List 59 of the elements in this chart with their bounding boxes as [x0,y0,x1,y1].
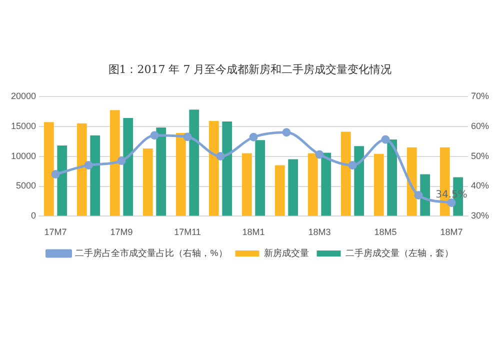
bar [255,140,266,216]
bar [57,146,68,216]
legend-label: 二手房成交量（左轴，套） [345,248,454,258]
bar [420,174,430,216]
bar [374,154,384,216]
point [447,198,456,207]
point [414,190,423,200]
y-tick-label: 5000 [16,180,36,191]
x-tick-label: 18M5 [374,227,397,238]
point [183,132,192,142]
bar [110,110,120,216]
x-tick-label: 17M9 [110,227,133,238]
bar [123,118,134,216]
point [249,132,258,142]
bar [76,123,87,216]
bar [189,110,200,216]
y2-tick-label: 50% [470,150,489,161]
bar [308,153,318,216]
bar [90,135,100,216]
bar [274,165,285,216]
bar [406,147,417,216]
x-tick-label: 17M11 [174,227,201,238]
point [381,135,390,144]
bar [321,152,332,216]
legend-label: 新房成交量 [264,248,309,258]
bar [242,153,252,216]
bar [142,148,153,216]
bar [354,146,364,216]
bar [340,132,351,216]
point [282,128,291,137]
legend-label: 二手房占全市成交量占比（右轴，%） [75,248,228,258]
y-tick-label: 15000 [10,120,36,131]
x-tick-label: 18M3 [308,227,331,238]
point [84,161,93,170]
y2-tick-label: 60% [470,120,489,131]
bar [288,159,298,216]
x-tick-label: 18M7 [440,227,463,238]
y-tick-label: 10000 [10,150,36,161]
point [117,156,126,166]
data-label: 34.5% [436,189,468,200]
bar [176,132,186,216]
bar [208,120,219,216]
point [315,150,324,159]
bar [44,122,54,216]
point [348,161,357,170]
bar [156,128,166,216]
y-tick-label: 20000 [10,90,36,101]
point [51,170,60,179]
point [150,131,159,140]
y2-tick-label: 30% [470,210,489,221]
point [216,152,225,161]
y2-tick-label: 70% [470,90,489,101]
chart-title: 图1：2017 年 7 月至今成都新房和二手房成交量变化情况 [107,62,393,77]
bar [387,140,398,216]
x-tick-label: 18M1 [242,227,265,238]
y-tick-label: 0 [31,210,36,221]
y2-tick-label: 40% [470,180,489,191]
bar [222,122,232,216]
x-tick-label: 17M7 [44,227,67,238]
